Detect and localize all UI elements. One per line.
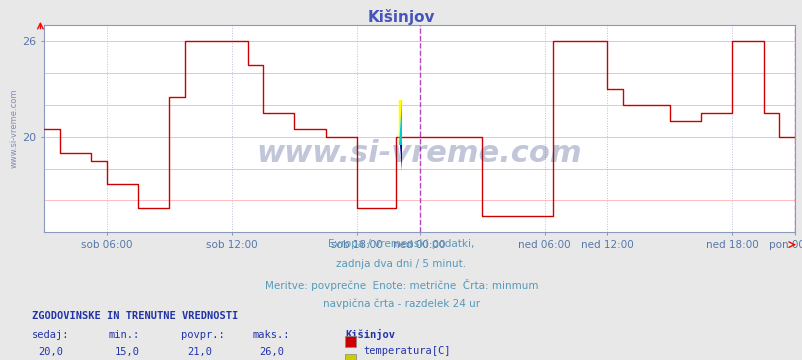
Text: Meritve: povprečne  Enote: metrične  Črta: minmum: Meritve: povprečne Enote: metrične Črta:… xyxy=(265,279,537,291)
Polygon shape xyxy=(399,145,402,171)
Text: zadnja dva dni / 5 minut.: zadnja dva dni / 5 minut. xyxy=(336,259,466,269)
Text: www.si-vreme.com: www.si-vreme.com xyxy=(257,139,581,168)
Text: 15,0: 15,0 xyxy=(115,347,140,357)
Text: 20,0: 20,0 xyxy=(38,347,63,357)
Text: maks.:: maks.: xyxy=(253,330,290,340)
Text: www.si-vreme.com: www.si-vreme.com xyxy=(10,89,18,168)
Text: 26,0: 26,0 xyxy=(259,347,284,357)
Text: temperatura[C]: temperatura[C] xyxy=(363,346,451,356)
Text: Evropa / vremenski podatki,: Evropa / vremenski podatki, xyxy=(328,239,474,249)
Text: Kišinjov: Kišinjov xyxy=(345,329,395,340)
Text: 21,0: 21,0 xyxy=(187,347,212,357)
Text: ZGODOVINSKE IN TRENUTNE VREDNOSTI: ZGODOVINSKE IN TRENUTNE VREDNOSTI xyxy=(32,311,238,321)
Text: povpr.:: povpr.: xyxy=(180,330,224,340)
Polygon shape xyxy=(399,100,402,145)
Polygon shape xyxy=(399,100,402,145)
Text: navpična črta - razdelek 24 ur: navpična črta - razdelek 24 ur xyxy=(322,299,480,309)
Text: Kišinjov: Kišinjov xyxy=(367,9,435,25)
Text: sedaj:: sedaj: xyxy=(32,330,70,340)
Text: min.:: min.: xyxy=(108,330,140,340)
